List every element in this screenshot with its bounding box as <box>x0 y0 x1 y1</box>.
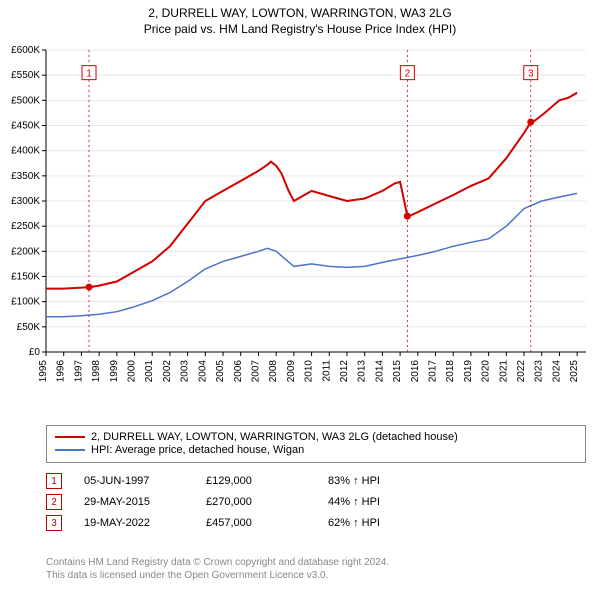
svg-text:£600K: £600K <box>11 45 40 56</box>
legend-row-1: 2, DURRELL WAY, LOWTON, WARRINGTON, WA3 … <box>55 431 577 443</box>
svg-text:£350K: £350K <box>11 171 40 182</box>
svg-text:2018: 2018 <box>445 360 456 383</box>
svg-text:2019: 2019 <box>463 360 474 383</box>
svg-text:1998: 1998 <box>91 360 102 383</box>
svg-text:£550K: £550K <box>11 70 40 81</box>
svg-text:3: 3 <box>528 69 534 80</box>
svg-text:2016: 2016 <box>410 360 421 383</box>
svg-text:2008: 2008 <box>268 360 279 383</box>
event-date: 05-JUN-1997 <box>84 475 184 487</box>
svg-text:2011: 2011 <box>321 360 332 382</box>
svg-text:2023: 2023 <box>534 360 545 383</box>
event-price: £457,000 <box>206 517 306 529</box>
svg-text:2007: 2007 <box>250 360 261 383</box>
svg-text:£100K: £100K <box>11 297 40 308</box>
svg-text:£250K: £250K <box>11 221 40 232</box>
event-hpi: 44% ↑ HPI <box>328 496 418 508</box>
svg-text:2009: 2009 <box>286 360 297 383</box>
svg-text:2017: 2017 <box>428 360 439 383</box>
svg-text:2004: 2004 <box>197 360 208 383</box>
event-hpi: 62% ↑ HPI <box>328 517 418 529</box>
legend-swatch-1 <box>55 436 85 438</box>
svg-text:2020: 2020 <box>481 360 492 383</box>
svg-text:£0: £0 <box>29 347 41 358</box>
svg-text:£150K: £150K <box>11 272 40 283</box>
chart-container: 2, DURRELL WAY, LOWTON, WARRINGTON, WA3 … <box>0 0 600 590</box>
svg-text:2025: 2025 <box>569 360 580 383</box>
titles: 2, DURRELL WAY, LOWTON, WARRINGTON, WA3 … <box>0 0 600 37</box>
legend-label-2: HPI: Average price, detached house, Wiga… <box>91 444 304 456</box>
svg-text:1999: 1999 <box>109 360 120 383</box>
svg-text:1: 1 <box>86 69 92 80</box>
svg-text:2010: 2010 <box>304 360 315 383</box>
svg-text:£500K: £500K <box>11 95 40 106</box>
svg-text:£50K: £50K <box>17 322 41 333</box>
event-date: 19-MAY-2022 <box>84 517 184 529</box>
event-hpi: 83% ↑ HPI <box>328 475 418 487</box>
title-address: 2, DURRELL WAY, LOWTON, WARRINGTON, WA3 … <box>0 6 600 22</box>
svg-text:£400K: £400K <box>11 146 40 157</box>
legend-swatch-2 <box>55 449 85 451</box>
svg-text:2000: 2000 <box>127 360 138 383</box>
event-row: 2 29-MAY-2015 £270,000 44% ↑ HPI <box>46 494 586 510</box>
svg-text:2006: 2006 <box>233 360 244 383</box>
svg-text:2005: 2005 <box>215 360 226 383</box>
event-date: 29-MAY-2015 <box>84 496 184 508</box>
svg-text:1995: 1995 <box>38 360 49 383</box>
copyright: Contains HM Land Registry data © Crown c… <box>46 557 586 582</box>
svg-text:1997: 1997 <box>73 360 84 383</box>
events-table: 1 05-JUN-1997 £129,000 83% ↑ HPI 2 29-MA… <box>46 468 586 536</box>
svg-text:2002: 2002 <box>162 360 173 383</box>
svg-text:2021: 2021 <box>498 360 509 383</box>
legend-row-2: HPI: Average price, detached house, Wiga… <box>55 444 577 456</box>
event-marker-3: 3 <box>46 515 62 531</box>
event-price: £129,000 <box>206 475 306 487</box>
svg-text:£300K: £300K <box>11 196 40 207</box>
svg-text:£450K: £450K <box>11 121 40 132</box>
event-row: 1 05-JUN-1997 £129,000 83% ↑ HPI <box>46 473 586 489</box>
price-chart: £0£50K£100K£150K£200K£250K£300K£350K£400… <box>46 44 586 394</box>
svg-text:2003: 2003 <box>180 360 191 383</box>
svg-text:£200K: £200K <box>11 246 40 257</box>
event-marker-1: 1 <box>46 473 62 489</box>
event-marker-2: 2 <box>46 494 62 510</box>
svg-text:2024: 2024 <box>551 360 562 383</box>
legend-label-1: 2, DURRELL WAY, LOWTON, WARRINGTON, WA3 … <box>91 431 458 443</box>
copyright-line2: This data is licensed under the Open Gov… <box>46 570 586 583</box>
copyright-line1: Contains HM Land Registry data © Crown c… <box>46 557 586 570</box>
svg-text:2012: 2012 <box>339 360 350 383</box>
event-row: 3 19-MAY-2022 £457,000 62% ↑ HPI <box>46 515 586 531</box>
legend: 2, DURRELL WAY, LOWTON, WARRINGTON, WA3 … <box>46 425 586 463</box>
title-subtitle: Price paid vs. HM Land Registry's House … <box>0 22 600 38</box>
svg-text:2001: 2001 <box>144 360 155 383</box>
event-price: £270,000 <box>206 496 306 508</box>
svg-text:2015: 2015 <box>392 360 403 383</box>
svg-text:2013: 2013 <box>357 360 368 383</box>
svg-text:2: 2 <box>405 69 411 80</box>
svg-text:2014: 2014 <box>374 360 385 383</box>
svg-text:1996: 1996 <box>56 360 67 383</box>
svg-text:2022: 2022 <box>516 360 527 383</box>
